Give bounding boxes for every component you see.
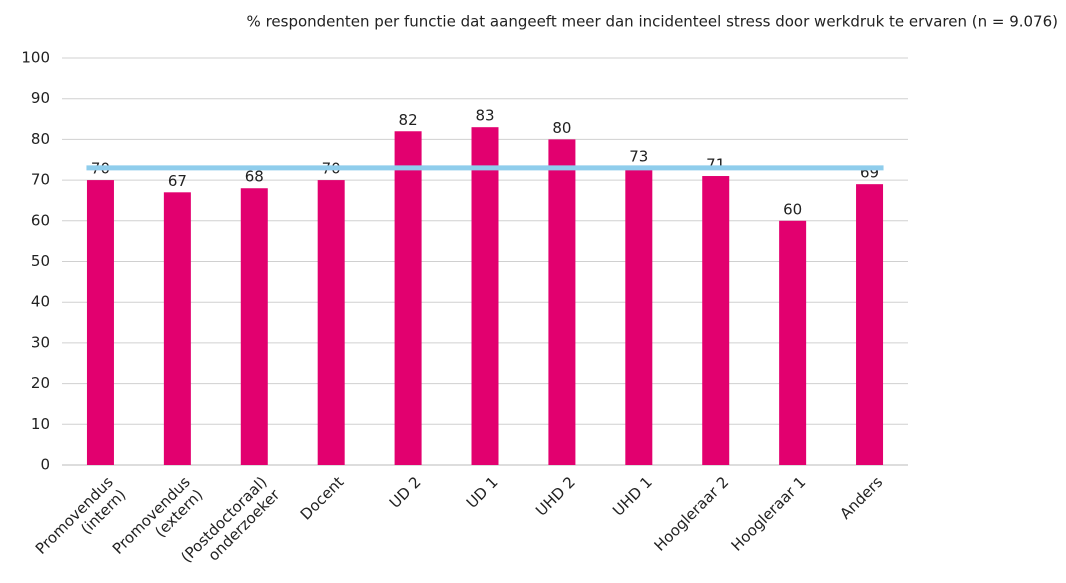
bar — [856, 184, 884, 466]
value-label: 73 — [629, 147, 648, 165]
y-tick-label: 80 — [31, 130, 50, 148]
bar — [86, 180, 114, 465]
bar — [240, 188, 268, 466]
y-tick-label: 100 — [21, 49, 50, 67]
value-label: 67 — [168, 172, 187, 190]
y-tick-label: 30 — [31, 333, 50, 351]
bar — [779, 220, 807, 465]
bar — [163, 192, 191, 465]
y-tick-label: 60 — [31, 211, 50, 229]
value-label: 68 — [245, 168, 264, 186]
bar — [317, 180, 345, 465]
bar — [625, 167, 653, 465]
bar — [394, 131, 422, 465]
y-tick-label: 20 — [31, 374, 50, 392]
y-tick-label: 10 — [31, 415, 50, 433]
chart-title: % respondenten per functie dat aangeeft … — [247, 13, 1058, 31]
y-tick-label: 0 — [40, 456, 50, 474]
y-tick-label: 40 — [31, 293, 50, 311]
value-label: 60 — [783, 200, 802, 218]
value-label: 82 — [399, 111, 418, 129]
y-tick-label: 90 — [31, 89, 50, 107]
bar — [548, 139, 576, 465]
value-label: 83 — [475, 107, 494, 125]
bar — [702, 176, 730, 465]
y-tick-label: 70 — [31, 171, 50, 189]
value-label: 71 — [706, 156, 725, 174]
value-label: 80 — [552, 119, 571, 137]
bar — [471, 127, 499, 465]
y-tick-label: 50 — [31, 252, 50, 270]
